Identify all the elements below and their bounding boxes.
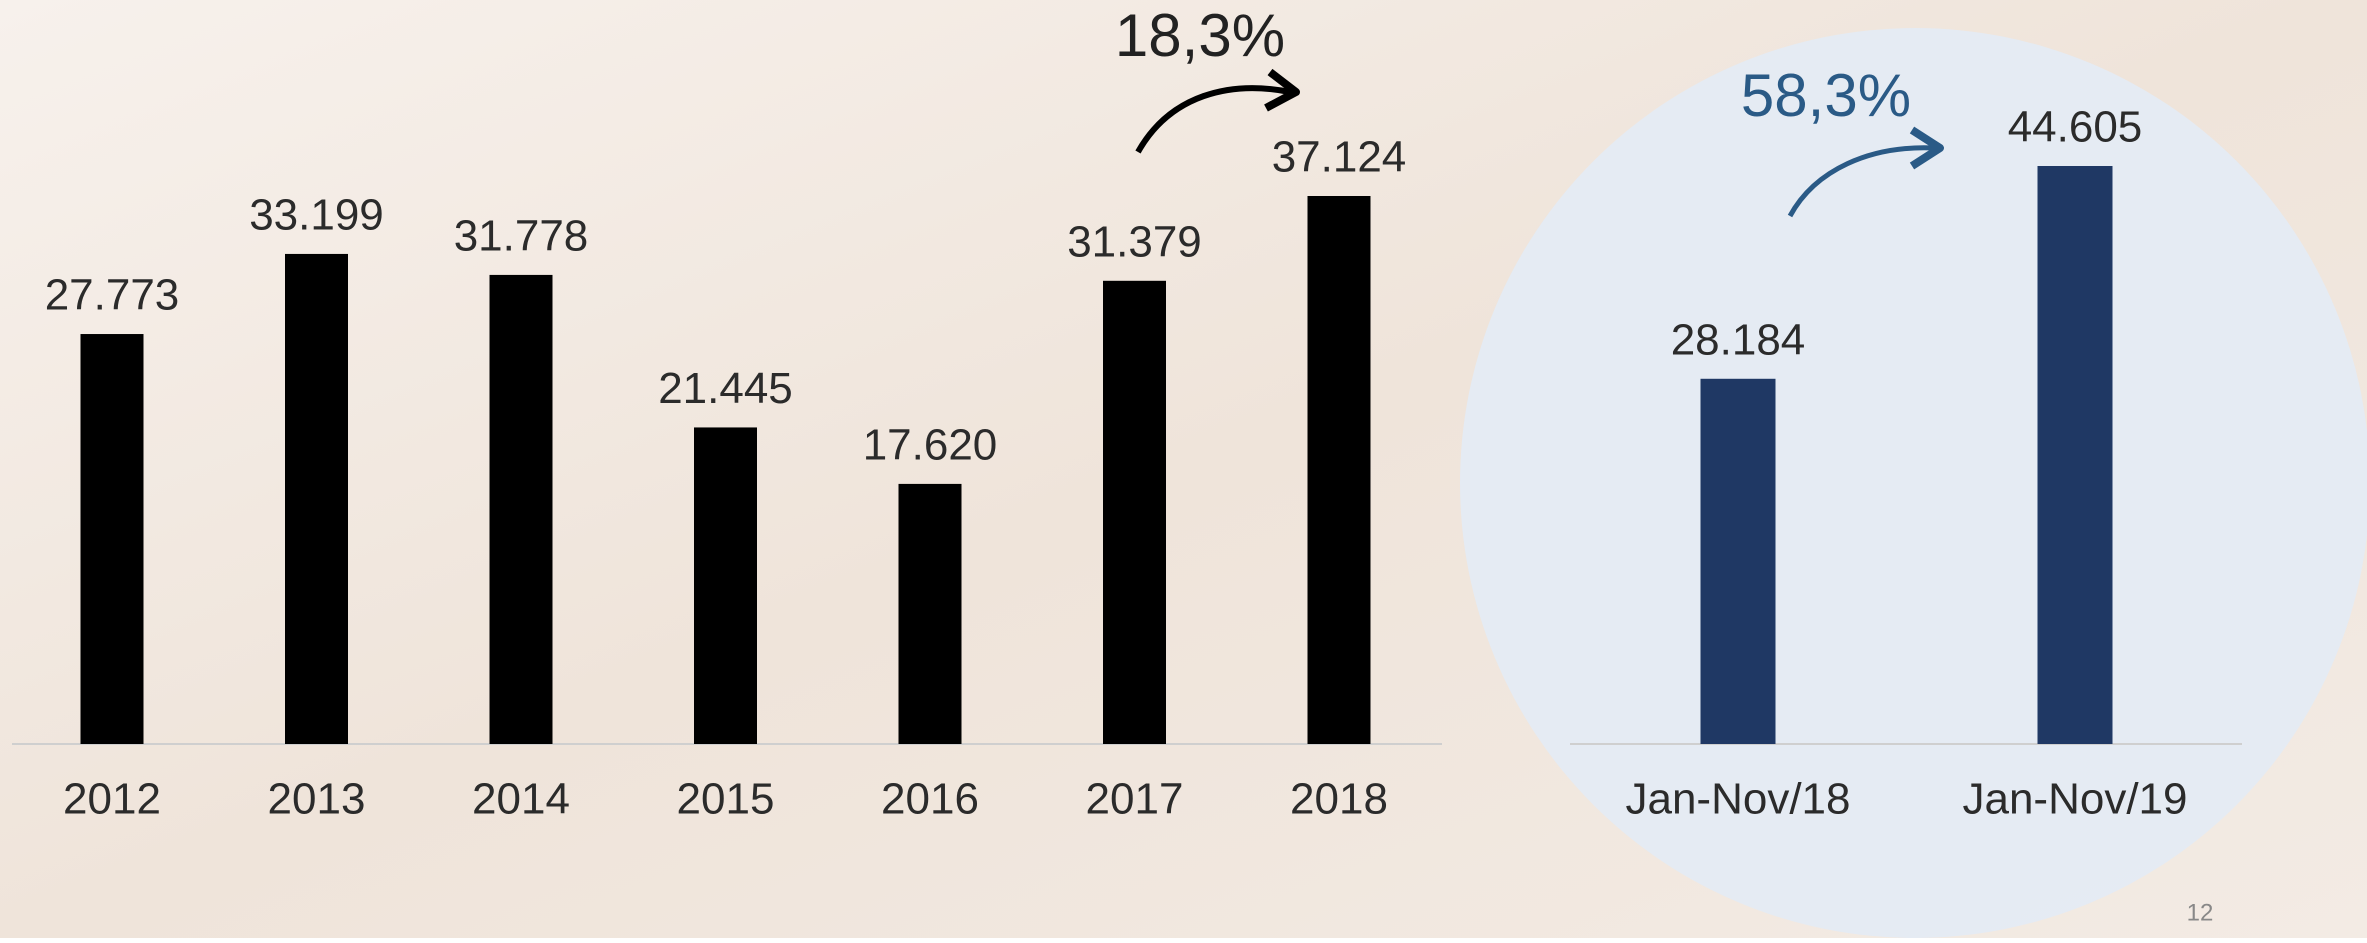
bar [2037,166,2113,744]
category-label: Jan-Nov/19 [1962,775,2187,824]
category-label: 2014 [472,775,570,824]
category-label: 2018 [1290,775,1388,824]
data-label: 31.778 [454,212,589,261]
bar [1307,196,1371,744]
bar [898,483,962,744]
page-number: 12 [2187,899,2214,926]
data-label: 33.199 [249,191,384,240]
data-label: 28.184 [1671,315,1806,364]
arrow-head [1909,126,1944,170]
data-label: 44.605 [2008,103,2143,152]
data-label: 21.445 [658,364,793,413]
data-label: 31.379 [1067,217,1202,266]
arrow-head [1264,68,1300,112]
highlight-circle [1460,28,2367,938]
category-label: 2016 [881,775,979,824]
category-label: 2015 [677,775,775,824]
data-label: 17.620 [863,421,998,470]
category-label: 2012 [63,775,161,824]
category-label: 2017 [1086,775,1184,824]
growth-annotation: 58,3% [1741,62,1911,129]
data-label: 37.124 [1272,133,1407,182]
growth-arrow [1787,145,1936,218]
bar [1103,280,1166,744]
bar [1700,378,1776,744]
bar [694,427,757,744]
bar [489,274,553,744]
growth-arrow [1135,85,1291,154]
category-label: Jan-Nov/18 [1625,775,1850,824]
bar [80,334,144,744]
data-label: 27.773 [45,271,180,320]
bar [285,253,348,744]
growth-annotation: 18,3% [1115,2,1285,69]
category-label: 2013 [268,775,366,824]
